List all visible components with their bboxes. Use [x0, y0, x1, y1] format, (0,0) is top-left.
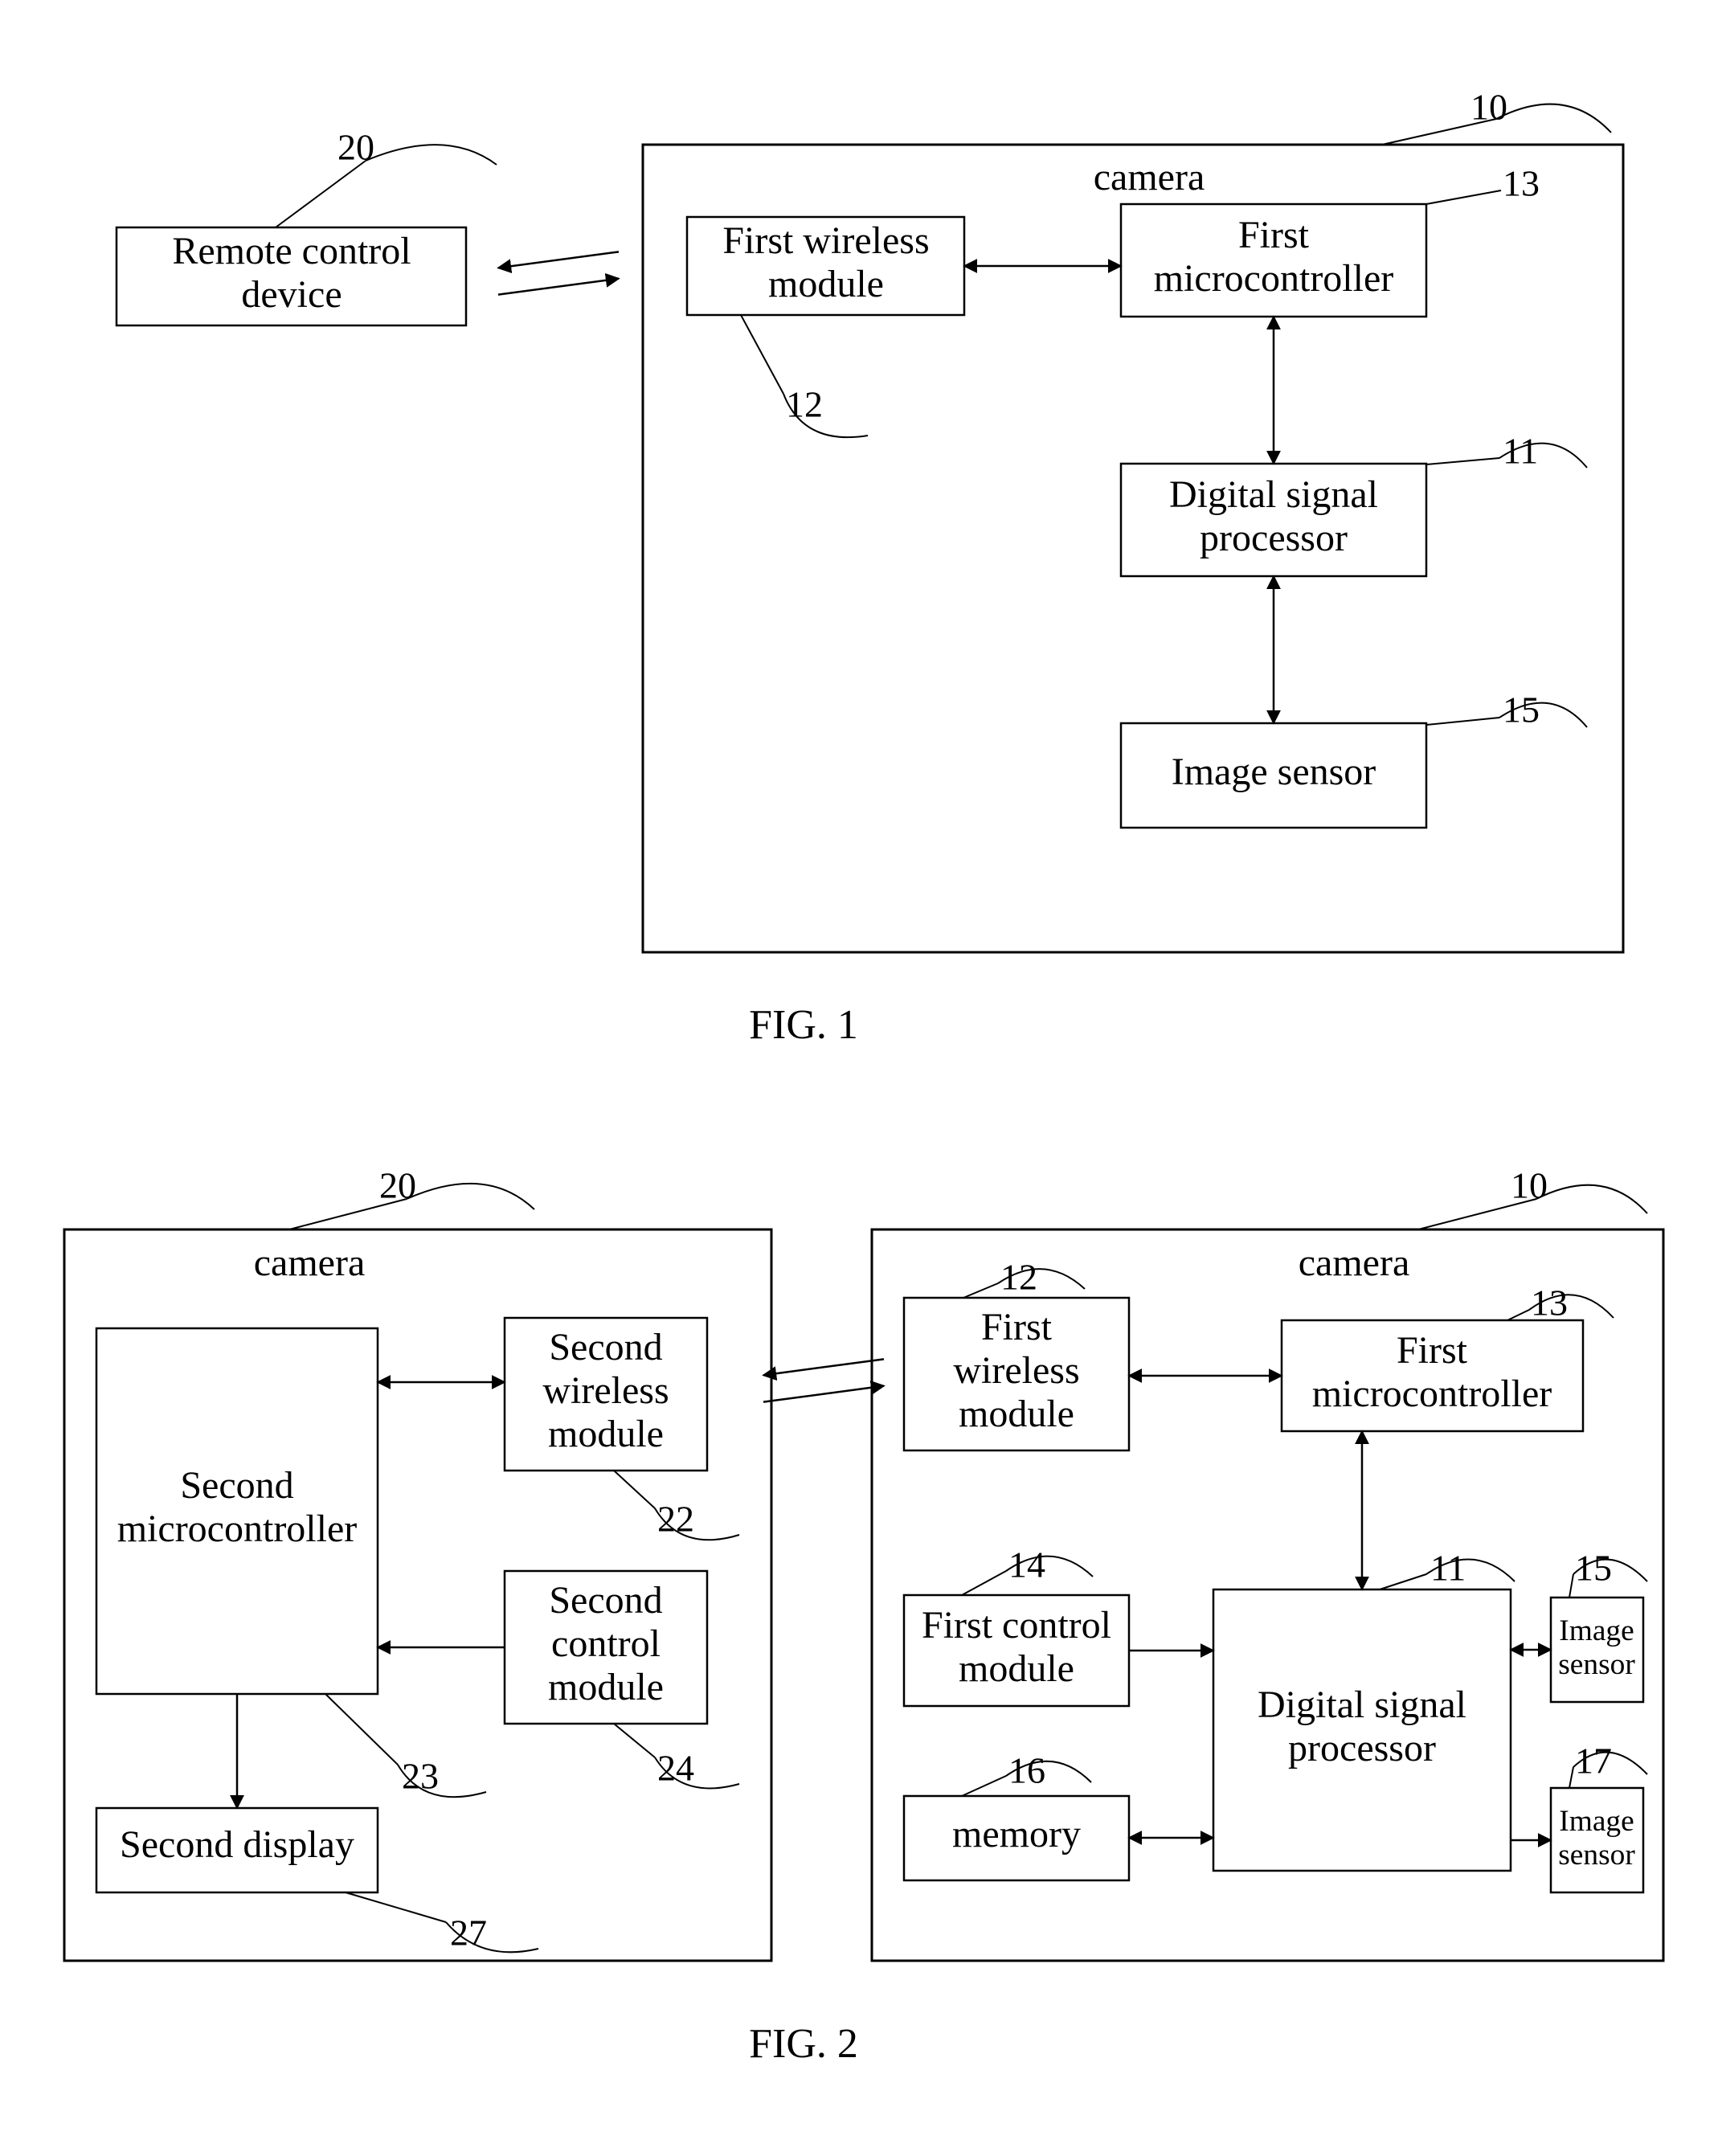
leader-arc: [407, 1184, 534, 1209]
ref-label: 10: [1511, 1165, 1548, 1206]
ref-label: 10: [1470, 87, 1507, 128]
leader-line: [346, 1892, 446, 1922]
box-label-micro23: Secondmicrocontroller: [117, 1464, 358, 1550]
container-title: camera: [254, 1242, 366, 1284]
box-label-dsp11: Digital signalprocessor: [1169, 473, 1378, 559]
ref-label: 15: [1575, 1548, 1612, 1589]
ref-label: 24: [657, 1748, 694, 1789]
box-label-wl22: Secondwirelessmodule: [542, 1326, 669, 1455]
container-title: camera: [1094, 156, 1205, 198]
box-label-micro13: Firstmicrocontroller: [1154, 214, 1394, 300]
ref-label: 23: [402, 1756, 439, 1797]
leader-line: [325, 1694, 398, 1765]
leader-line: [1569, 1767, 1573, 1788]
leader-line: [614, 1724, 655, 1757]
box-label-micro13_2: Firstmicrocontroller: [1312, 1329, 1552, 1415]
container-title: camera: [1299, 1242, 1410, 1284]
box-label-dsp11_2: Digital signalprocessor: [1258, 1683, 1466, 1769]
ref-label: 20: [337, 127, 374, 168]
ref-label: 13: [1503, 163, 1540, 204]
box-label-disp27: Second display: [120, 1823, 354, 1866]
leader-line: [741, 315, 783, 394]
ref-label: 12: [786, 384, 823, 425]
leader-arc: [1496, 104, 1611, 133]
ref-label: 12: [1000, 1257, 1037, 1298]
figure-caption: FIG. 2: [749, 2021, 858, 2067]
box-label-wireless12: First wirelessmodule: [722, 219, 929, 305]
ref-label: 22: [657, 1499, 694, 1540]
box-label-imgsens15: Image sensor: [1172, 751, 1376, 793]
connector: [763, 1386, 884, 1402]
figure-caption: FIG. 1: [749, 1002, 858, 1048]
connector: [498, 252, 619, 268]
leader-line: [1426, 190, 1501, 204]
connector: [763, 1359, 884, 1375]
ref-label: 20: [379, 1165, 416, 1206]
leader-arc: [1536, 1185, 1647, 1213]
ref-label: 27: [450, 1913, 487, 1953]
leader-line: [1507, 1310, 1529, 1320]
leader-line: [962, 1571, 1006, 1595]
leader-line: [1380, 1574, 1426, 1589]
connector: [498, 279, 619, 295]
box-label-is15_2: Imagesensor: [1558, 1614, 1635, 1681]
leader-line: [1569, 1574, 1573, 1598]
box-label-wl12_2: Firstwirelessmodule: [953, 1306, 1079, 1435]
ref-label: 14: [1008, 1544, 1045, 1585]
leader-line: [1426, 718, 1499, 725]
ref-label: 15: [1503, 689, 1540, 730]
box-label-is17: Imagesensor: [1558, 1805, 1635, 1872]
leader-line: [276, 161, 366, 227]
ref-label: 16: [1008, 1750, 1045, 1791]
box-label-mem16: memory: [952, 1813, 1081, 1855]
leader-line: [962, 1776, 1006, 1796]
ref-label: 11: [1430, 1548, 1466, 1589]
box-label-remote20: Remote controldevice: [172, 230, 411, 316]
ref-label: 13: [1531, 1283, 1568, 1323]
leader-line: [614, 1471, 655, 1508]
leader-line: [1426, 458, 1499, 464]
leader-arc: [366, 145, 497, 165]
leader-line: [963, 1283, 998, 1298]
ref-label: 11: [1503, 431, 1538, 472]
ref-label: 17: [1575, 1741, 1612, 1782]
box-label-ctrl14: First controlmodule: [922, 1604, 1111, 1690]
box-label-ctrl24: Secondcontrolmodule: [548, 1579, 664, 1708]
